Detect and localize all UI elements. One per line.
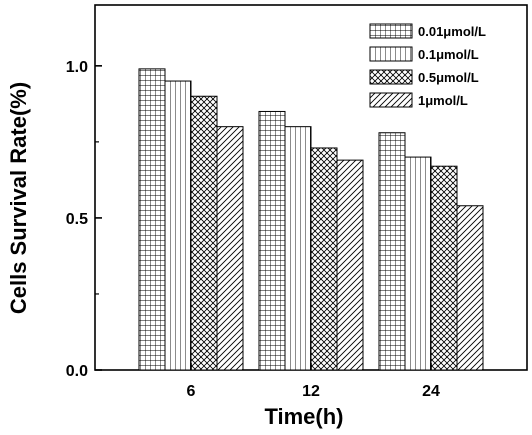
legend-swatch — [369, 92, 413, 108]
bar — [336, 159, 364, 371]
bar — [310, 147, 338, 371]
bar — [456, 205, 484, 371]
x-tick-label: 6 — [187, 383, 196, 400]
y-tick-label: 0.5 — [66, 211, 88, 228]
bar — [404, 156, 432, 371]
y-tick-label: 0.0 — [66, 363, 88, 380]
bar — [258, 110, 286, 371]
y-axis-title: Cells Survival Rate(%) — [6, 82, 31, 314]
x-tick-label: 12 — [302, 383, 320, 400]
legend-label: 0.01μmol/L — [418, 24, 486, 39]
bar — [164, 80, 192, 371]
bar — [190, 95, 218, 371]
bar — [430, 165, 458, 371]
x-axis: 6 12 24 — [187, 363, 440, 400]
bars-group — [138, 68, 484, 371]
legend-swatch — [369, 69, 413, 85]
legend-label: 0.1μmol/L — [418, 47, 479, 62]
y-axis: 0.0 0.5 1.0 — [66, 59, 102, 380]
y-tick-label: 1.0 — [66, 59, 88, 76]
bar — [378, 132, 406, 371]
legend: 0.01μmol/L 0.1μmol/L 0.5μmol/L 1μmol/L — [369, 23, 486, 108]
bar — [216, 126, 244, 371]
bar — [138, 68, 166, 371]
legend-label: 1μmol/L — [418, 93, 468, 108]
legend-label: 0.5μmol/L — [418, 70, 479, 85]
legend-swatch — [369, 46, 413, 62]
legend-swatch — [369, 23, 413, 39]
x-tick-label: 24 — [422, 383, 440, 400]
bar — [284, 126, 312, 371]
x-axis-title: Time(h) — [264, 404, 343, 429]
